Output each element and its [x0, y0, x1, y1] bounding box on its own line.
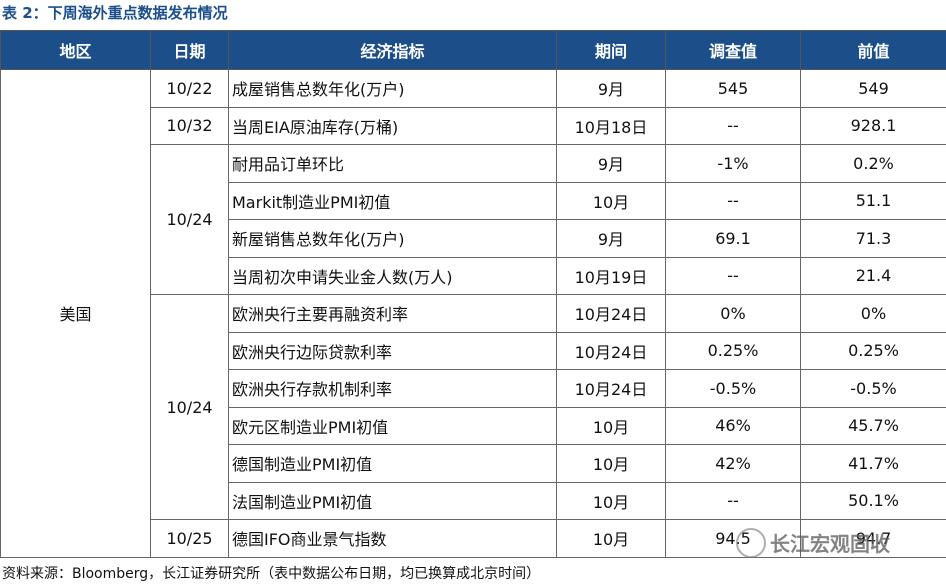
previous-cell: 0.25% — [800, 331, 946, 370]
indicator-cell: 当周初次申请失业金人数(万人) — [228, 256, 557, 295]
table-row: 10/25 德国IFO商业景气指数 10月 94.5 94.7 — [1, 519, 946, 558]
survey-cell: 94.5 — [665, 519, 801, 558]
previous-cell: 51.1 — [800, 181, 946, 220]
survey-cell: 46% — [665, 406, 801, 445]
period-cell: 10月19日 — [556, 256, 666, 295]
table-row: 10/24 耐用品订单环比 9月 -1% 0.2% — [1, 144, 946, 295]
indicator-cell: 欧洲央行边际贷款利率 — [228, 331, 557, 370]
table-row: 法国制造业PMI初值 10月 -- 50.1% — [1, 481, 946, 520]
data-table: 地区 日期 经济指标 期间 调查值 前值 美国 10/22 成屋销售总数年化(万户) 9月 545… — [0, 30, 946, 558]
indicator-cell: 耐用品订单环比 — [228, 144, 557, 183]
previous-cell: 0% — [800, 294, 946, 333]
period-cell: 10月18日 — [556, 106, 666, 145]
date-cell: 10/32 — [150, 106, 229, 145]
date-cell: 10/24 — [150, 144, 229, 295]
table-body: 美国 10/22 成屋销售总数年化(万户) 9月 545 549 10/32 当周EIA原油库… — [0, 69, 946, 558]
date-cell: 10/25 — [150, 519, 229, 558]
header-cell: 前值 — [800, 30, 946, 70]
watermark: 长江宏观固收 — [770, 532, 890, 556]
table-title: 表 2：下周海外重点数据发布情况 — [2, 4, 228, 22]
indicator-cell: 德国IFO商业景气指数 — [228, 519, 557, 558]
table-row: 美国 10/22 成屋销售总数年化(万户) 9月 545 549 — [0, 69, 946, 558]
indicator-cell: 成屋销售总数年化(万户) — [228, 69, 557, 108]
indicator-cell: 德国制造业PMI初值 — [228, 444, 557, 483]
source-note: 资料来源：Bloomberg，长江证券研究所（表中数据公布日期，均已换算成北京时… — [2, 566, 541, 582]
survey-cell: 42% — [665, 444, 801, 483]
period-cell: 10月 — [556, 444, 666, 483]
survey-cell: 0.25% — [665, 331, 801, 370]
indicator-cell: 欧元区制造业PMI初值 — [228, 406, 557, 445]
previous-cell: -0.5% — [800, 369, 946, 408]
header-cell: 调查值 — [665, 30, 801, 70]
table-row: 当周初次申请失业金人数(万人) 10月19日 -- 21.4 — [1, 256, 946, 295]
survey-cell: 0% — [665, 294, 801, 333]
survey-cell: -1% — [665, 144, 801, 183]
header-cell: 日期 — [150, 30, 229, 70]
region-cell: 美国 — [0, 69, 151, 558]
survey-cell: -- — [665, 481, 801, 520]
previous-cell: 0.2% — [800, 144, 946, 183]
period-cell: 9月 — [556, 144, 666, 183]
survey-cell: -- — [665, 181, 801, 220]
period-cell: 9月 — [556, 69, 666, 108]
survey-cell: -0.5% — [665, 369, 801, 408]
previous-cell: 94.7 — [800, 519, 946, 558]
indicator-cell: 法国制造业PMI初值 — [228, 481, 557, 520]
indicator-cell: 当周EIA原油库存(万桶) — [228, 106, 557, 145]
period-cell: 10月24日 — [556, 294, 666, 333]
period-cell: 10月24日 — [556, 369, 666, 408]
previous-cell: 549 — [800, 69, 946, 108]
previous-cell: 928.1 — [800, 106, 946, 145]
table-row: 欧洲央行存款机制利率 10月24日 -0.5% -0.5% — [1, 369, 946, 408]
date-cell: 10/24 — [150, 294, 229, 520]
table-row: 欧元区制造业PMI初值 10月 46% 45.7% — [1, 406, 946, 445]
date-cell: 10/22 — [150, 69, 229, 108]
period-cell: 10月24日 — [556, 331, 666, 370]
previous-cell: 41.7% — [800, 444, 946, 483]
indicator-cell: 欧洲央行存款机制利率 — [228, 369, 557, 408]
watermark-icon — [736, 528, 766, 558]
period-cell: 10月 — [556, 406, 666, 445]
table-row: 新屋销售总数年化(万户) 9月 69.1 71.3 — [1, 219, 946, 258]
period-cell: 9月 — [556, 219, 666, 258]
period-cell: 10月 — [556, 481, 666, 520]
survey-cell: -- — [665, 106, 801, 145]
survey-cell: 69.1 — [665, 219, 801, 258]
survey-cell: -- — [665, 256, 801, 295]
period-cell: 10月 — [556, 181, 666, 220]
previous-cell: 71.3 — [800, 219, 946, 258]
indicator-cell: Markit制造业PMI初值 — [228, 181, 557, 220]
previous-cell: 45.7% — [800, 406, 946, 445]
table-row: Markit制造业PMI初值 10月 -- 51.1 — [1, 181, 946, 220]
header-cell: 地区 — [0, 30, 151, 70]
previous-cell: 21.4 — [800, 256, 946, 295]
period-cell: 10月 — [556, 519, 666, 558]
table-row: 德国制造业PMI初值 10月 42% 41.7% — [1, 444, 946, 483]
indicator-cell: 欧洲央行主要再融资利率 — [228, 294, 557, 333]
header-cell: 经济指标 — [228, 30, 557, 70]
table-row: 10/32 当周EIA原油库存(万桶) 10月18日 -- 928.1 — [1, 106, 946, 145]
header-cell: 期间 — [556, 30, 666, 70]
previous-cell: 50.1% — [800, 481, 946, 520]
survey-cell: 545 — [665, 69, 801, 108]
indicator-cell: 新屋销售总数年化(万户) — [228, 219, 557, 258]
header-row: 地区 日期 经济指标 期间 调查值 前值 — [0, 30, 946, 70]
